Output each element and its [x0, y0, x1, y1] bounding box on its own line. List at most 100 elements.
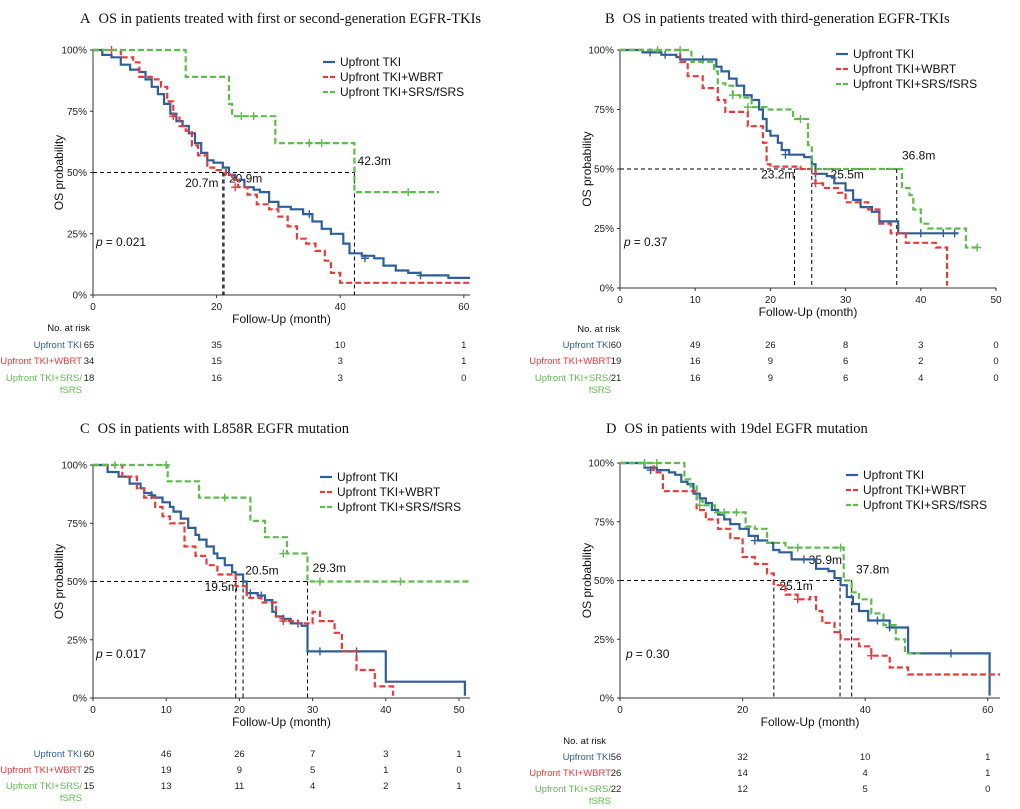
median-label: 37.8m [856, 562, 889, 576]
median-label: 42.3m [358, 154, 391, 168]
risk-row-label: Upfront TKI+SRS/ [6, 781, 82, 792]
y-axis-title: OS probability [580, 543, 594, 618]
y-tick-label: 100% [61, 461, 87, 472]
risk-row-label: Upfront TKI+WBRT [0, 765, 82, 776]
risk-count: 1 [456, 749, 461, 760]
censor-mark [279, 549, 288, 558]
x-tick-label: 40 [860, 705, 872, 716]
y-tick-label: 0% [600, 694, 615, 705]
risk-count: 25 [84, 765, 95, 776]
median-label: 25.5m [831, 168, 864, 182]
legend-label: Upfront TKI+WBRT [863, 483, 967, 497]
risk-table-header: No. at risk [563, 736, 606, 747]
risk-count: 10 [335, 340, 346, 351]
censor-mark [695, 501, 704, 510]
y-axis-title: OS probability [52, 544, 66, 619]
x-tick-label: 50 [453, 705, 465, 716]
y-tick-label: 75% [67, 519, 87, 530]
censor-mark [743, 103, 752, 112]
censor-mark [793, 595, 802, 604]
risk-count: 19 [611, 356, 622, 367]
x-tick-label: 30 [840, 295, 852, 306]
risk-count: 0 [993, 340, 998, 351]
survival-curve-srs [620, 48, 981, 249]
x-axis-title: Follow-Up (month) [232, 715, 331, 729]
x-axis-title: Follow-Up (month) [759, 305, 858, 319]
y-tick-label: 75% [67, 107, 87, 118]
median-label: 20.7m [185, 176, 218, 190]
risk-count: 22 [611, 784, 622, 795]
risk-count: 9 [768, 373, 773, 384]
censor-mark [720, 508, 729, 517]
km-panel-d: D OS in patients with 19del EGFR mutation… [529, 421, 1000, 807]
x-axis-title: Follow-Up (month) [232, 312, 331, 326]
panel-title: A OS in patients treated with first or se… [80, 11, 481, 27]
censor-mark [796, 115, 805, 124]
censor-mark [110, 461, 119, 469]
censor-mark [653, 46, 662, 54]
censor-mark [305, 210, 314, 219]
y-tick-label: 100% [61, 46, 87, 57]
risk-count: 3 [338, 356, 343, 367]
censor-mark [973, 243, 982, 252]
km-panel-b: B OS in patients treated with third-gener… [529, 11, 1002, 396]
x-tick-label: 0 [617, 295, 623, 306]
survival-curve-wbrt [620, 48, 949, 286]
median-label: 25.1m [779, 579, 812, 593]
p-value: p = 0.017 [95, 647, 146, 661]
p-number: = 0.021 [106, 235, 147, 249]
risk-row-label-continued: fSRS [60, 385, 82, 396]
censor-mark [946, 649, 955, 658]
x-tick-label: 60 [982, 705, 994, 716]
panel-title: B OS in patients treated with third-gener… [605, 11, 950, 27]
risk-count: 1 [456, 781, 461, 792]
censor-mark [315, 647, 324, 656]
p-value: p = 0.021 [95, 235, 146, 249]
risk-count: 65 [84, 340, 95, 351]
y-tick-label: 100% [588, 459, 614, 470]
censor-mark [237, 112, 246, 121]
y-tick-label: 25% [67, 229, 87, 240]
risk-count: 56 [611, 752, 622, 763]
survival-curve-srs [93, 463, 470, 583]
censor-mark [781, 150, 790, 159]
x-tick-label: 10 [161, 705, 173, 716]
y-axis-title: OS probability [580, 131, 594, 206]
risk-count: 3 [338, 373, 343, 384]
risk-row-label: Upfront TKI [34, 340, 82, 351]
y-tick-label: 75% [594, 517, 614, 528]
risk-count: 26 [611, 768, 622, 779]
censor-mark [950, 229, 959, 238]
risk-count: 13 [161, 781, 172, 792]
median-label: 29.3m [313, 561, 346, 575]
risk-count: 49 [690, 340, 701, 351]
risk-row-label: Upfront TKI [563, 340, 611, 351]
censor-mark [732, 508, 741, 517]
risk-count: 3 [383, 749, 388, 760]
p-symbol: p [95, 647, 103, 661]
risk-table-header: No. at risk [577, 324, 620, 335]
x-tick-label: 20 [737, 705, 749, 716]
legend-label: Upfront TKI+SRS/fSRS [863, 498, 987, 512]
risk-row-label: Upfront TKI+WBRT [0, 356, 82, 367]
risk-count: 16 [211, 373, 222, 384]
risk-count: 4 [863, 768, 868, 779]
risk-row-label: Upfront TKI [34, 749, 82, 760]
x-tick-label: 0 [90, 705, 96, 716]
y-tick-label: 50% [594, 576, 614, 587]
censor-mark [231, 183, 240, 192]
x-tick-label: 40 [915, 295, 927, 306]
survival-curve-tki [620, 48, 959, 235]
p-symbol: p [95, 235, 103, 249]
panel-letter: C [80, 421, 90, 437]
risk-count: 0 [993, 356, 998, 367]
risk-count: 16 [690, 373, 701, 384]
panel-title-text: OS in patients treated with first or sec… [98, 11, 481, 27]
risk-count: 1 [985, 768, 990, 779]
legend-label: Upfront TKI+WBRT [340, 70, 444, 84]
